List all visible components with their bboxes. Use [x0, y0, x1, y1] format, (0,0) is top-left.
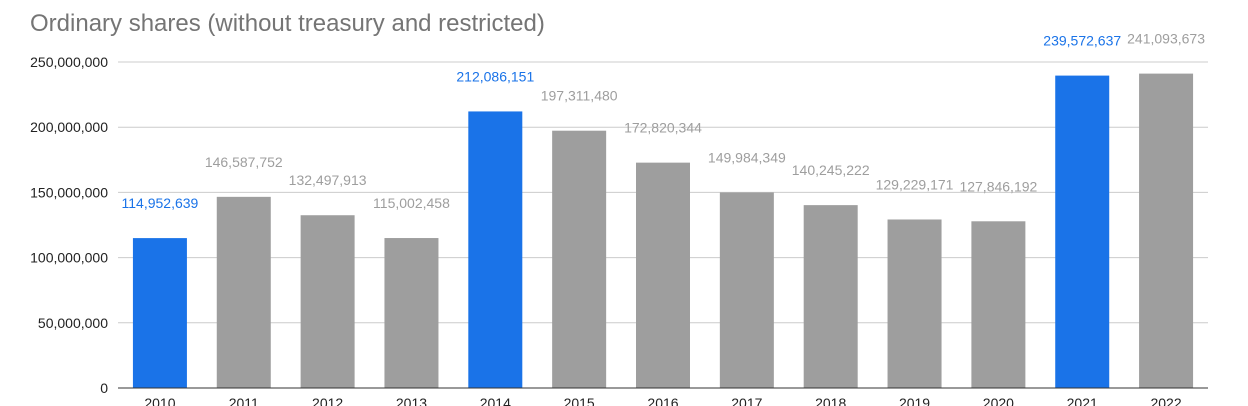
data-label-2020: 127,846,192 — [959, 178, 1037, 194]
x-tick-label: 2014 — [480, 395, 511, 406]
data-label-2015: 197,311,480 — [541, 88, 618, 104]
data-label-2017: 149,984,349 — [708, 149, 786, 165]
data-label-2010: 114,952,639 — [122, 195, 199, 211]
y-tick-label: 150,000,000 — [30, 184, 108, 200]
bar-2020 — [971, 221, 1026, 388]
data-label-2022: 241,093,673 — [1127, 31, 1205, 47]
bar-2018 — [803, 205, 858, 388]
data-label-2012: 132,497,913 — [289, 172, 367, 188]
x-tick-label: 2019 — [899, 395, 930, 406]
x-tick-label: 2013 — [396, 395, 427, 406]
bar-2021 — [1055, 75, 1110, 388]
x-tick-label: 2017 — [731, 395, 762, 406]
x-tick-label: 2016 — [647, 395, 678, 406]
data-label-2019: 129,229,171 — [876, 176, 954, 192]
data-label-2014: 212,086,151 — [456, 68, 534, 84]
bar-2015 — [552, 130, 607, 389]
data-label-2018: 140,245,222 — [792, 162, 870, 178]
x-tick-label: 2018 — [815, 395, 846, 406]
x-tick-label: 2021 — [1067, 395, 1098, 406]
bar-2013 — [384, 238, 439, 388]
bar-2016 — [636, 162, 690, 388]
x-tick-label: 2011 — [229, 395, 259, 406]
y-tick-label: 100,000,000 — [30, 250, 108, 266]
data-label-2016: 172,820,344 — [624, 120, 702, 136]
data-label-2011: 146,587,752 — [205, 154, 283, 170]
bar-2017 — [719, 192, 774, 388]
x-tick-label: 2020 — [983, 395, 1014, 406]
bar-2012 — [300, 215, 355, 388]
data-label-2021: 239,572,637 — [1043, 33, 1121, 49]
bar-2019 — [887, 219, 942, 388]
bar-2011 — [216, 196, 271, 388]
y-tick-label: 200,000,000 — [30, 119, 108, 135]
bar-2022 — [1139, 73, 1194, 388]
y-tick-label: 0 — [100, 380, 108, 396]
y-tick-label: 50,000,000 — [38, 315, 108, 331]
x-tick-label: 2012 — [312, 395, 343, 406]
bar-2010 — [132, 238, 187, 388]
bar-2014 — [468, 111, 523, 388]
chart-title: Ordinary shares (without treasury and re… — [30, 10, 545, 37]
data-label-2013: 115,002,458 — [373, 195, 450, 211]
x-tick-label: 2010 — [144, 395, 175, 406]
x-tick-label: 2015 — [564, 395, 595, 406]
y-tick-label: 250,000,000 — [30, 54, 108, 70]
x-tick-label: 2022 — [1150, 395, 1181, 406]
